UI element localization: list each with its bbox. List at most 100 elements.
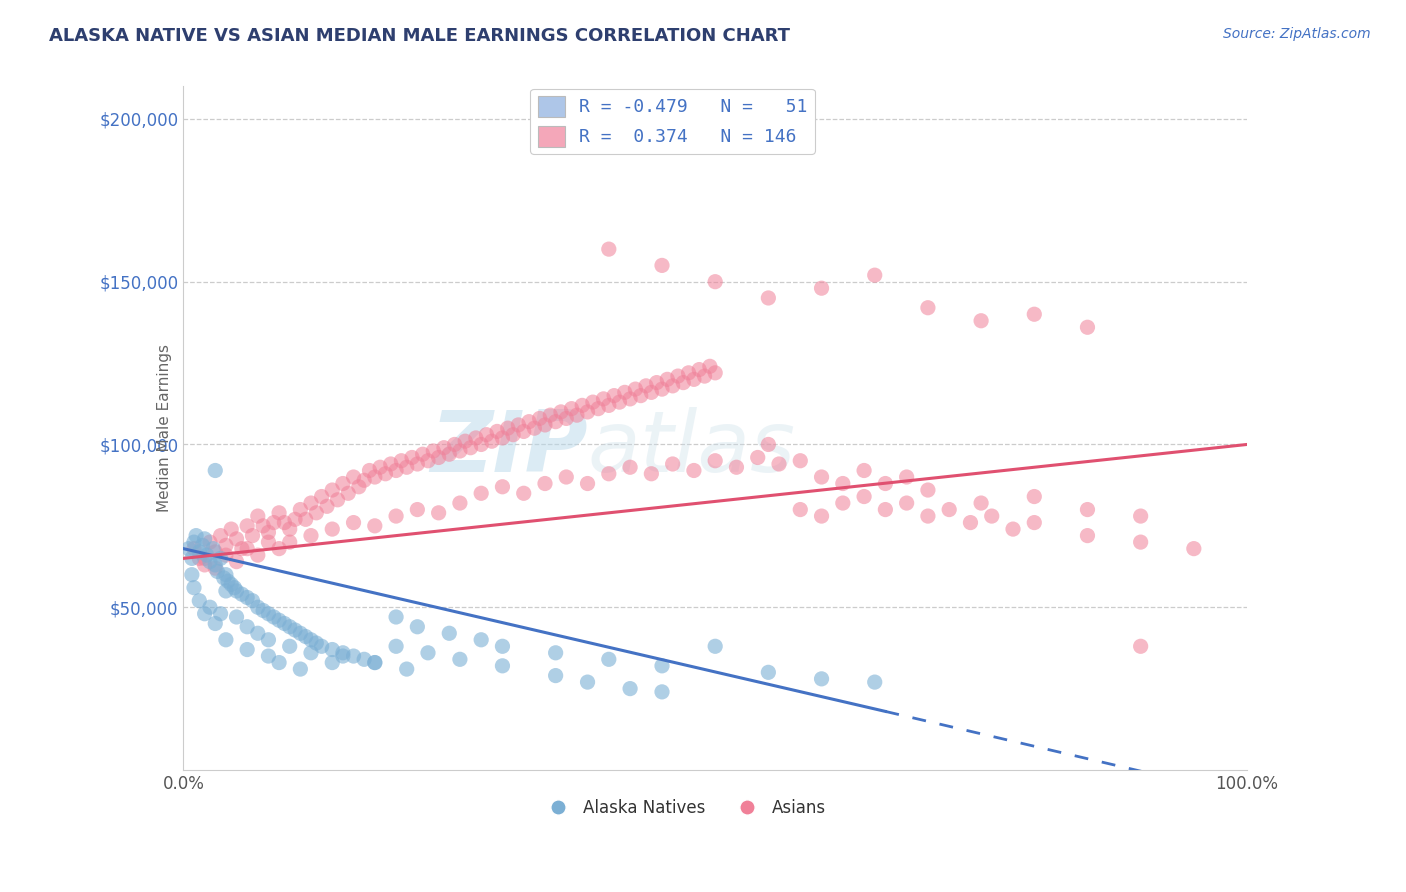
Text: ZIP: ZIP — [430, 407, 588, 491]
Point — [385, 640, 408, 654]
Point — [443, 437, 465, 451]
Point — [640, 385, 662, 400]
Point — [215, 632, 238, 647]
Point — [332, 476, 354, 491]
Point — [198, 555, 221, 569]
Point — [385, 509, 408, 524]
Point — [938, 502, 960, 516]
Point — [810, 509, 832, 524]
Point — [449, 444, 471, 458]
Point — [756, 437, 779, 451]
Point — [305, 636, 328, 650]
Point — [481, 434, 503, 449]
Point — [619, 460, 641, 475]
Point — [683, 372, 706, 386]
Point — [401, 450, 423, 465]
Point — [191, 538, 214, 552]
Point — [704, 366, 727, 380]
Point — [209, 528, 232, 542]
Point — [529, 411, 551, 425]
Point — [517, 415, 540, 429]
Point — [380, 457, 402, 471]
Point — [704, 275, 727, 289]
Point — [389, 454, 412, 468]
Point — [299, 496, 322, 510]
Point — [257, 525, 280, 540]
Point — [555, 470, 578, 484]
Point — [666, 369, 689, 384]
Point — [188, 551, 211, 566]
Point — [534, 417, 557, 432]
Point — [278, 620, 301, 634]
Point — [184, 528, 207, 542]
Point — [598, 242, 620, 256]
Point — [406, 620, 429, 634]
Point — [683, 463, 706, 477]
Point — [422, 444, 444, 458]
Point — [194, 558, 217, 572]
Legend: Alaska Natives, Asians: Alaska Natives, Asians — [534, 792, 832, 823]
Point — [1024, 490, 1046, 504]
Point — [385, 463, 408, 477]
Point — [364, 656, 387, 670]
Point — [789, 502, 811, 516]
Point — [491, 658, 513, 673]
Point — [917, 301, 939, 315]
Point — [603, 389, 626, 403]
Point — [183, 535, 205, 549]
Point — [538, 408, 561, 422]
Point — [810, 281, 832, 295]
Point — [395, 662, 418, 676]
Point — [321, 656, 343, 670]
Point — [810, 672, 832, 686]
Point — [831, 496, 853, 510]
Point — [311, 640, 333, 654]
Point — [236, 591, 259, 605]
Point — [747, 450, 769, 465]
Point — [523, 421, 546, 435]
Point — [704, 454, 727, 468]
Point — [299, 632, 322, 647]
Point — [353, 652, 375, 666]
Point — [342, 648, 364, 663]
Point — [863, 675, 886, 690]
Point — [263, 516, 285, 530]
Point — [204, 616, 226, 631]
Point — [236, 642, 259, 657]
Point — [449, 496, 471, 510]
Point — [246, 626, 269, 640]
Point — [571, 398, 593, 412]
Point — [278, 640, 301, 654]
Point — [195, 548, 218, 562]
Point — [970, 496, 993, 510]
Text: atlas: atlas — [588, 407, 796, 491]
Point — [198, 535, 221, 549]
Point — [619, 392, 641, 406]
Point — [598, 652, 620, 666]
Point — [768, 457, 790, 471]
Point — [385, 610, 408, 624]
Point — [236, 519, 259, 533]
Point — [624, 382, 647, 396]
Point — [756, 291, 779, 305]
Point — [565, 408, 588, 422]
Point — [252, 603, 274, 617]
Point — [353, 473, 375, 487]
Point — [236, 620, 259, 634]
Point — [198, 600, 221, 615]
Point — [224, 581, 246, 595]
Point — [231, 587, 253, 601]
Point — [215, 548, 238, 562]
Point — [180, 551, 202, 566]
Point — [183, 581, 205, 595]
Point — [688, 362, 710, 376]
Point — [294, 630, 316, 644]
Point — [439, 626, 461, 640]
Point — [215, 583, 238, 598]
Point — [342, 470, 364, 484]
Point — [491, 640, 513, 654]
Point — [576, 675, 599, 690]
Point — [810, 470, 832, 484]
Point — [364, 470, 387, 484]
Point — [645, 376, 668, 390]
